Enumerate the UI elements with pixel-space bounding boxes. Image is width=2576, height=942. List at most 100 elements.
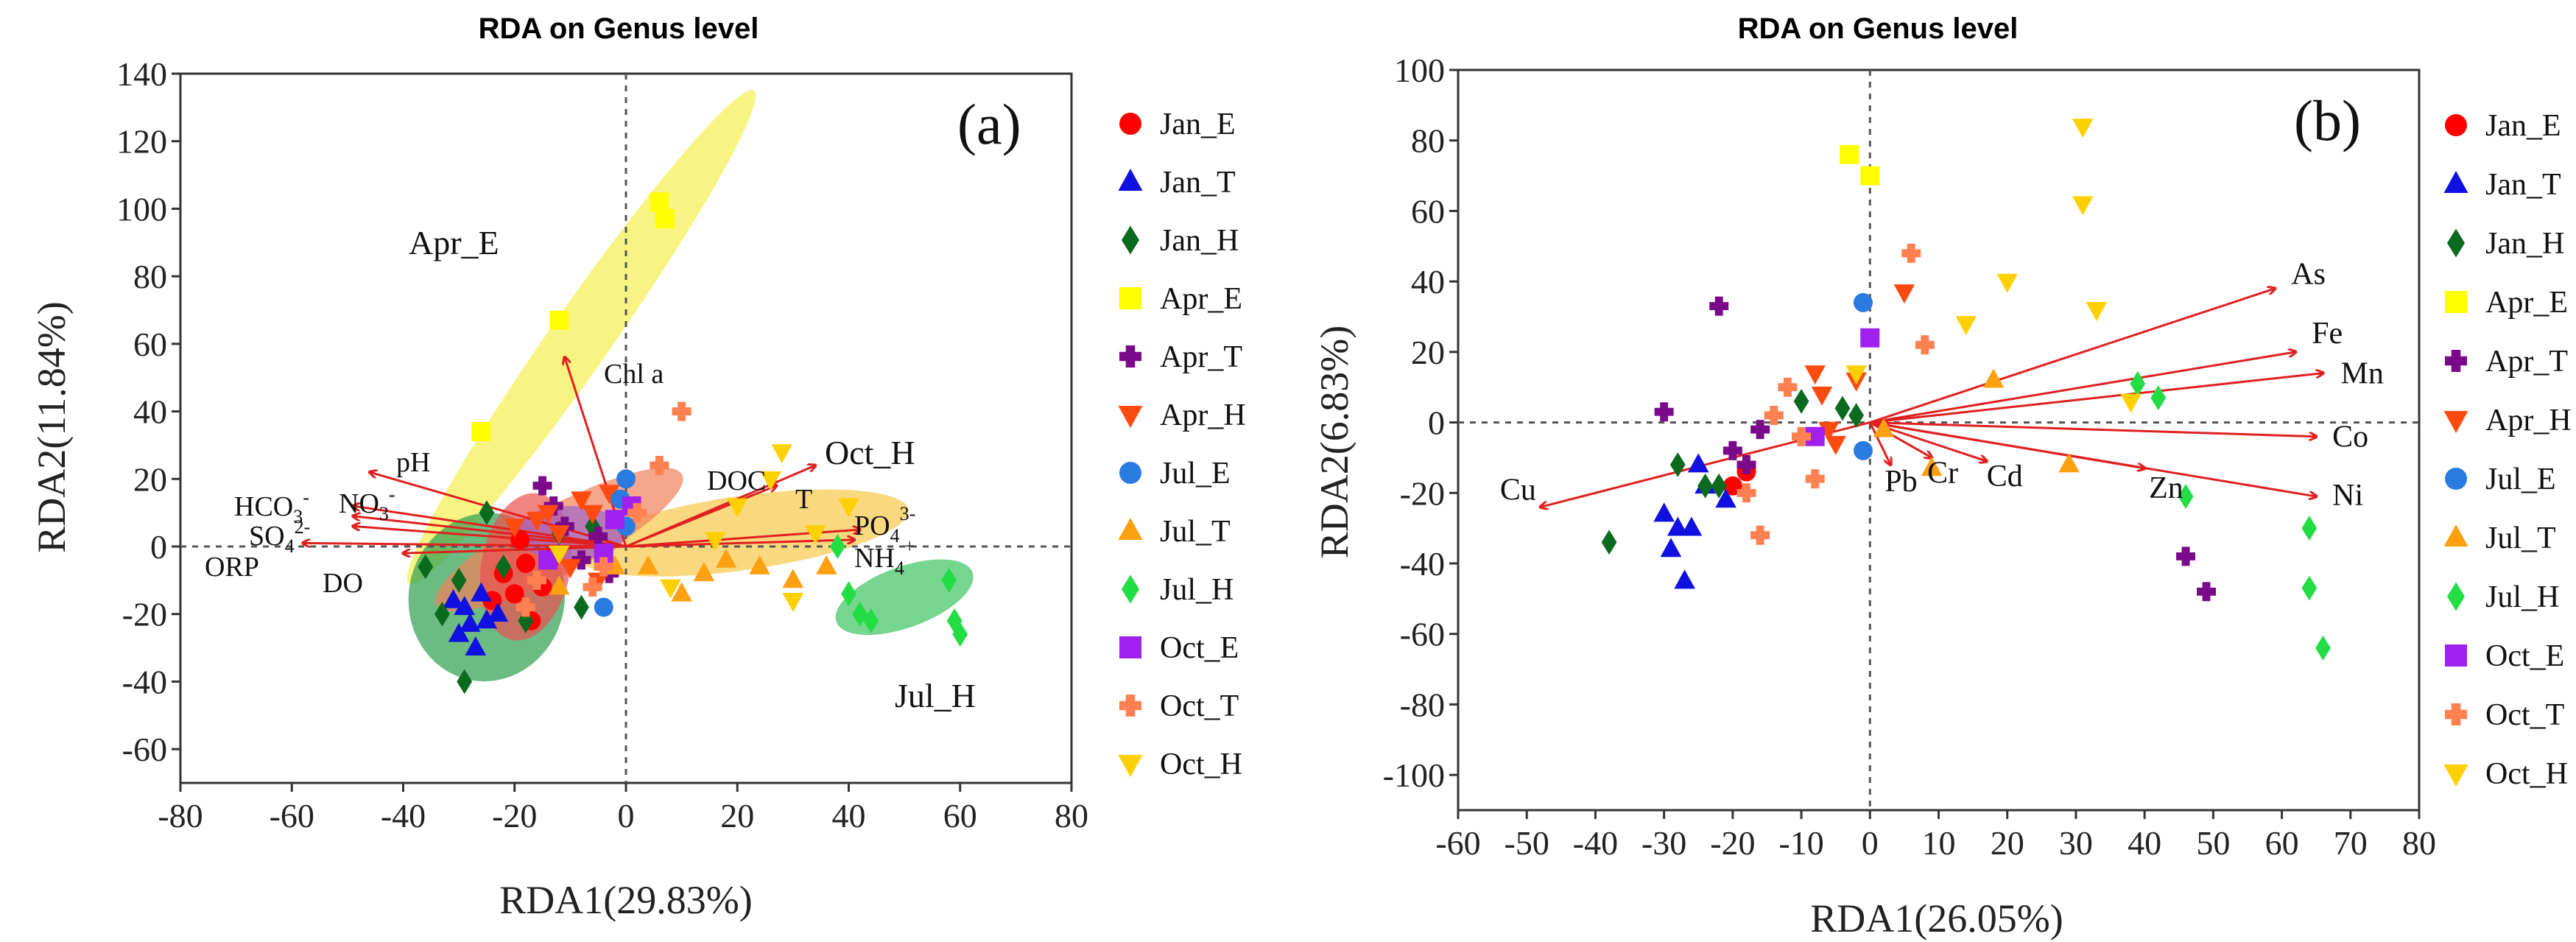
point-apr-h — [526, 511, 548, 531]
point-jan-h — [418, 554, 434, 580]
panel-a: RDA on Genus level -80 -60 -40 -20 0 20 40 60 80… — [29, 13, 1088, 922]
y-tick-label: 0 — [150, 528, 167, 566]
legend-label: Jan_E — [1160, 108, 1236, 141]
panel-a-ticks: -80 -60 -40 -20 0 20 40 60 80 -60 -40 -20 0 20 40 60 80 1… — [116, 55, 1088, 834]
point-jan-t — [1660, 538, 1682, 558]
point-jul-t — [671, 582, 692, 602]
legend-label: Jan_H — [1160, 224, 1239, 258]
legend-label: Jul_H — [2485, 580, 2559, 614]
y-tick-label: -100 — [1383, 756, 1445, 794]
point-jan-h — [479, 500, 495, 526]
point-apr-e — [650, 192, 669, 212]
x-tick-label: 60 — [2265, 824, 2299, 862]
arrow-as — [1869, 289, 2275, 423]
group-label-apr-e: Apr_E — [409, 224, 499, 261]
point-apr-h — [537, 505, 559, 524]
legend-label: Apr_T — [2485, 345, 2568, 379]
point-jul-h — [829, 534, 845, 559]
panel-a-arrows — [303, 357, 859, 553]
point-apr-h — [1893, 284, 1915, 304]
x-tick-label: 40 — [832, 797, 866, 834]
legend-a: Jan_E Jan_T Jan_H Apr_E Apr_T Apr_H Jul_E Jul_T… — [1118, 108, 1246, 781]
arrow-pb — [1868, 421, 1890, 465]
point-apr-t — [2176, 546, 2196, 566]
legend-marker-jul-h — [1122, 574, 1139, 604]
legend-label: Jan_T — [2485, 168, 2561, 202]
point-oct-h — [548, 545, 570, 565]
arrow-label-cd: Cd — [1987, 460, 2023, 493]
point-jul-e — [594, 597, 613, 617]
ellipse-oct-h — [577, 489, 909, 577]
legend-marker-oct-t — [1119, 695, 1141, 717]
x-tick-label: 30 — [2059, 824, 2093, 862]
arrow-label-fe: Fe — [2312, 317, 2343, 351]
panel-b: RDA on Genus level -60 -50 -40 -30 -20 -10 0 10… — [1312, 13, 2436, 941]
legend-marker-oct-t — [2445, 703, 2467, 725]
point-jan-h — [1834, 396, 1851, 421]
legend-label: Oct_H — [2485, 757, 2568, 791]
arrow-label-po4: PO43- — [854, 503, 915, 546]
legend-label: Jul_H — [1160, 573, 1234, 607]
point-oct-t — [1792, 426, 1812, 446]
panel-a-x-axis-label: RDA1(29.83%) — [499, 878, 752, 922]
legend-label: Jul_T — [2485, 521, 2556, 555]
x-tick-label: -60 — [1435, 824, 1480, 862]
legend-marker-jan-t — [1118, 169, 1143, 191]
point-oct-t — [515, 597, 535, 617]
y-tick-label: 120 — [116, 123, 167, 161]
x-tick-label: 0 — [618, 797, 635, 834]
group-label-oct-h: Oct_H — [825, 434, 915, 471]
legend-marker-oct-e — [1119, 636, 1141, 658]
point-jan-t — [1715, 488, 1736, 508]
x-tick-label: -40 — [381, 797, 426, 834]
point-oct-t — [1750, 525, 1770, 545]
point-oct-t — [1778, 377, 1798, 397]
point-oct-t — [594, 557, 613, 577]
x-tick-label: -80 — [158, 797, 203, 834]
point-apr-t — [2197, 582, 2217, 602]
point-jul-h — [2315, 635, 2331, 661]
point-apr-h — [582, 505, 603, 524]
x-tick-label: -20 — [492, 797, 537, 834]
point-jan-t — [454, 595, 475, 615]
arrow-zn — [1870, 421, 2144, 468]
arrow-label-orp: ORP — [205, 552, 259, 583]
panel-b-label: (b) — [2294, 88, 2361, 152]
point-jul-t — [637, 555, 659, 574]
y-tick-label: 100 — [116, 190, 167, 228]
legend-marker-oct-e — [2445, 644, 2467, 667]
point-oct-t — [1805, 469, 1825, 489]
point-apr-t — [1736, 455, 1756, 474]
point-apr-e — [1840, 144, 1859, 164]
group-label-jul-h: Jul_H — [895, 677, 976, 714]
panel-b-ticks: -60 -50 -40 -30 -20 -10 0 10 20 30 40 50 60 70 80-100-… — [1383, 52, 2436, 862]
x-tick-label: 80 — [2402, 824, 2436, 862]
legend-marker-apr-e — [1119, 287, 1141, 309]
arrow-do — [404, 545, 627, 553]
point-apr-t — [571, 550, 591, 570]
point-jan-h — [1711, 473, 1727, 499]
point-jan-t — [1674, 569, 1695, 589]
legend-marker-apr-h — [2443, 411, 2468, 433]
point-oct-h — [771, 444, 793, 464]
x-tick-label: -30 — [1641, 824, 1686, 862]
legend-label: Oct_H — [1160, 748, 1242, 781]
point-jan-t — [476, 609, 498, 629]
point-oct-t — [1736, 483, 1756, 503]
arrow-label-cr: Cr — [1927, 456, 1958, 490]
point-jan-e — [504, 584, 524, 604]
legend-label: Apr_E — [2485, 286, 2568, 320]
legend-marker-jul-t — [2443, 524, 2468, 546]
point-oct-h — [2072, 196, 2094, 216]
point-jan-t — [1687, 453, 1709, 473]
point-jan-h — [1697, 473, 1713, 499]
point-apr-e — [549, 310, 569, 330]
legend-label: Oct_E — [2485, 639, 2564, 673]
point-jul-h — [2150, 385, 2167, 410]
legend-marker-jan-h — [1122, 225, 1139, 255]
point-jan-t — [459, 612, 481, 632]
point-oct-h — [1996, 273, 2019, 293]
x-tick-label: -20 — [1710, 824, 1755, 862]
point-oct-t — [1764, 406, 1784, 425]
point-apr-t — [588, 527, 608, 546]
